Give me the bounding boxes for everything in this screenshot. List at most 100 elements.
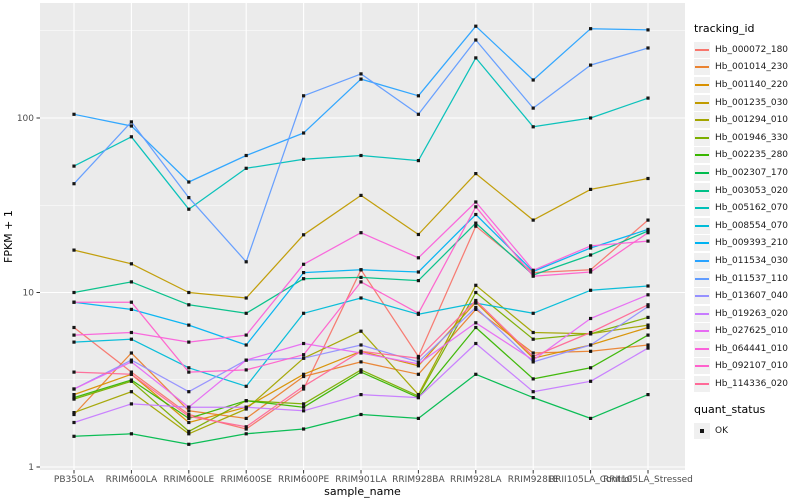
data-point <box>129 390 133 394</box>
data-point <box>244 407 248 411</box>
data-points <box>72 24 650 446</box>
legend-entry-label: Hb_002307_170 <box>715 167 789 178</box>
data-point <box>474 325 478 330</box>
data-point <box>359 343 363 347</box>
y-axis-title: FPKM + 1 <box>2 210 15 263</box>
data-point <box>72 182 76 186</box>
data-point <box>302 271 306 275</box>
legend-entry-label: Hb_003053_020 <box>715 185 789 196</box>
data-point <box>244 333 248 337</box>
y-tick-label: 1 <box>28 463 34 473</box>
data-point <box>302 341 306 346</box>
data-point <box>646 231 650 235</box>
data-point <box>187 429 191 433</box>
legend-entry-Hb_013607_040: Hb_013607_040 <box>694 287 800 305</box>
data-point <box>474 221 478 225</box>
legend-key <box>694 129 710 146</box>
data-point <box>531 274 535 278</box>
legend-key <box>694 200 710 217</box>
data-point <box>129 300 133 304</box>
data-point <box>72 411 76 415</box>
legend-key-line-icon <box>695 207 709 210</box>
data-point <box>474 212 478 217</box>
data-point <box>474 38 478 42</box>
data-point <box>302 372 306 376</box>
data-point <box>474 24 478 28</box>
data-point <box>129 378 133 382</box>
data-point <box>474 341 478 346</box>
data-point <box>474 172 478 176</box>
data-point <box>72 248 76 252</box>
legend-key-line-icon <box>695 295 709 298</box>
legend-key-line-icon <box>695 383 709 386</box>
legend-key <box>694 76 710 93</box>
data-point <box>474 307 478 311</box>
data-point <box>416 416 420 420</box>
data-point <box>474 301 478 305</box>
data-point <box>129 307 133 311</box>
data-point <box>187 390 191 394</box>
x-tick-label: RRIM600SE <box>220 475 272 485</box>
data-point <box>72 164 76 168</box>
data-point <box>531 330 535 335</box>
y-tick-label: 10 <box>23 289 35 299</box>
data-point <box>416 311 420 315</box>
legend-key <box>694 358 710 375</box>
data-point <box>187 207 191 211</box>
data-point <box>187 303 191 307</box>
data-point <box>129 330 133 335</box>
legend-key-line-icon <box>695 259 709 262</box>
data-point <box>589 246 593 250</box>
legend-key <box>694 323 710 340</box>
data-point <box>72 393 76 397</box>
legend-key-line-icon <box>695 189 709 192</box>
data-point <box>244 153 248 158</box>
data-point <box>129 135 133 139</box>
data-point <box>129 370 133 374</box>
legend-key-line-icon <box>695 365 709 368</box>
data-point <box>531 218 535 222</box>
data-point <box>187 290 191 295</box>
data-point <box>302 94 306 98</box>
data-point <box>646 315 650 319</box>
data-point <box>302 387 306 391</box>
data-point <box>72 434 76 438</box>
data-point <box>244 405 248 409</box>
data-point <box>589 116 593 120</box>
legend-key <box>694 41 710 58</box>
data-point <box>531 390 535 394</box>
data-point <box>129 337 133 341</box>
legend-entries: Hb_000072_180 Hb_001014_230 Hb_001140_220 H… <box>694 41 800 393</box>
data-point <box>589 343 593 347</box>
legend-entry-Hb_002307_170: Hb_002307_170 <box>694 164 800 182</box>
data-point <box>302 356 306 360</box>
legend-key-line-icon <box>695 154 709 157</box>
data-point <box>359 280 363 284</box>
data-point <box>129 432 133 436</box>
legend-entry-Hb_003053_020: Hb_003053_020 <box>694 182 800 200</box>
black-square-marker-icon <box>700 428 704 433</box>
x-tick-label: RRIM901LA <box>335 475 387 485</box>
legend-key <box>694 112 710 129</box>
data-point <box>359 360 363 364</box>
data-point <box>646 323 650 327</box>
data-point <box>646 227 650 231</box>
legend-entry-Hb_011537_110: Hb_011537_110 <box>694 270 800 288</box>
data-point <box>416 232 420 237</box>
legend-key <box>694 288 710 305</box>
data-point <box>302 427 306 431</box>
x-tick-label: RRIM600LE <box>163 475 214 485</box>
data-point <box>244 427 248 431</box>
data-point <box>359 193 363 197</box>
legend-entry-Hb_002235_280: Hb_002235_280 <box>694 147 800 165</box>
data-point <box>474 205 478 209</box>
data-point <box>416 354 420 359</box>
legend-key <box>694 164 710 181</box>
legend-key-line-icon <box>695 277 709 280</box>
x-tick-label: RRIM600LA <box>106 475 158 485</box>
legend: tracking_id Hb_000072_180 Hb_001014_230 Hb… <box>694 22 800 439</box>
data-point <box>359 393 363 397</box>
data-point <box>416 360 420 364</box>
data-point <box>302 131 306 135</box>
legend-key <box>694 340 710 357</box>
